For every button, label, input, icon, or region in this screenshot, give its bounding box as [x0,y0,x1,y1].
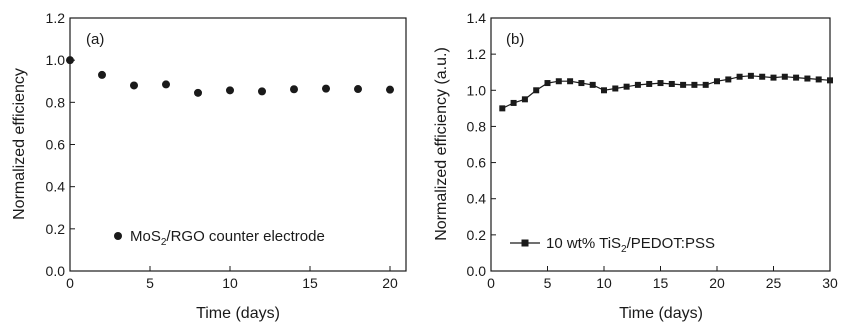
x-ticks-a: 0 5 10 15 20 [66,266,398,291]
y-tick-label: 0.6 [467,155,487,171]
legend-b: 10 wt% TiS2/PEDOT:PSS [510,235,715,255]
y-tick-label: 1.4 [467,10,487,26]
data-point [322,84,330,93]
legend-label-b-sub: 2 [621,244,627,255]
data-point [162,80,170,89]
data-point [793,74,800,81]
y-tick-label: 0.8 [467,118,487,134]
data-point [555,78,562,85]
data-point [623,83,630,90]
data-series-b [499,72,833,112]
data-point [533,87,540,94]
x-tick-label: 25 [766,275,782,291]
x-tick-label: 10 [596,275,612,291]
legend-label-a: MoS2/RGO counter electrode [130,228,325,248]
y-tick-label: 1.2 [46,10,66,26]
data-point [725,76,732,83]
data-point [226,86,234,95]
x-tick-label: 0 [487,275,495,291]
data-point [354,85,362,94]
legend-marker-b [521,239,529,247]
data-point [668,80,675,87]
data-point [66,56,74,65]
y-tick-label: 1.0 [46,52,66,68]
x-ticks-b: 0 5 10 15 20 25 30 [487,266,838,291]
panel-a: 0 5 10 15 20 0.0 0.2 0.4 0.6 0.8 1.0 1.2 (a) Time … [11,10,407,322]
y-ticks-b: 0.0 0.2 0.4 0.6 0.8 1.0 1.2 1.4 [467,10,496,279]
data-point [567,78,574,85]
data-point [521,96,528,103]
x-tick-label: 15 [653,275,669,291]
y-tick-label: 0.6 [46,137,66,153]
x-tick-label: 30 [822,275,838,291]
legend-label-b-pre: 10 wt% TiS [546,235,621,252]
x-tick-label: 15 [302,275,318,291]
data-point [747,72,754,79]
y-tick-label: 1.2 [467,46,487,62]
y-tick-label: 0.8 [46,94,66,110]
x-tick-label: 5 [146,275,154,291]
x-axis-title-a: Time (days) [196,305,280,322]
data-point [98,70,106,79]
legend-label-a-sub: 2 [161,237,167,248]
data-point [258,87,266,96]
data-point [499,105,506,112]
data-point [804,75,811,82]
panel-label-b: (b) [506,31,524,48]
data-point [691,81,698,88]
data-point [612,85,619,92]
legend-marker-a [114,232,122,240]
data-point [510,99,517,106]
data-point [714,78,720,85]
x-tick-label: 5 [544,275,552,291]
x-tick-label: 20 [382,275,398,291]
legend-label-b-post: /PEDOT:PSS [627,235,715,252]
x-tick-label: 0 [66,275,74,291]
data-point [657,80,664,87]
x-tick-label: 10 [222,275,238,291]
data-point [601,87,607,94]
data-point [290,85,298,94]
panel-b: 0 5 10 15 20 25 30 0.0 0.2 0.4 0.6 0.8 1.0 1.2 1.4 (b… [433,10,838,322]
data-point [827,77,833,84]
y-tick-label: 0.4 [467,191,487,207]
legend-label-a-post: /RGO counter electrode [166,228,324,245]
x-tick-label: 20 [709,275,725,291]
data-point [634,81,641,88]
y-ticks-a: 0.0 0.2 0.4 0.6 0.8 1.0 1.2 [46,10,75,279]
y-axis-title-b: Normalized efficiency (a.u.) [433,47,450,241]
y-tick-label: 0.0 [46,263,66,279]
data-point [544,80,551,87]
legend-label-a-pre: MoS [130,228,161,245]
y-tick-label: 1.0 [467,82,487,98]
y-tick-label: 0.2 [467,227,487,243]
data-point [702,81,709,88]
legend-a: MoS2/RGO counter electrode [114,228,325,248]
y-axis-title-a: Normalized efficiency [11,68,28,220]
data-point [194,88,202,97]
data-point [130,81,138,90]
x-axis-title-b: Time (days) [619,305,703,322]
data-point [781,73,788,80]
data-point [578,80,585,87]
data-point [815,76,822,83]
data-point [759,73,766,80]
y-tick-label: 0.2 [46,221,66,237]
data-point [589,81,596,88]
data-point [386,85,394,94]
data-points-a [66,56,394,97]
data-point [736,73,743,80]
legend-label-b: 10 wt% TiS2/PEDOT:PSS [546,235,715,255]
data-point [770,74,777,81]
plot-frame-b [490,17,831,272]
y-tick-label: 0.4 [46,179,66,195]
data-point [680,81,687,88]
y-tick-label: 0.0 [467,263,487,279]
series-line [502,75,831,109]
panel-label-a: (a) [86,31,104,48]
data-point [646,80,653,87]
